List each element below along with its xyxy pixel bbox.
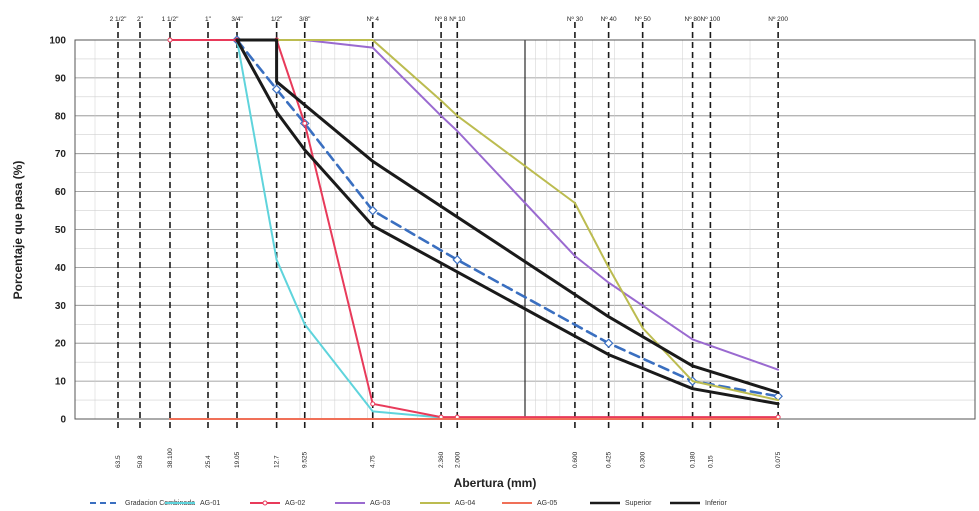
legend-item: AG-05 — [502, 496, 557, 510]
legend-swatch — [335, 499, 365, 507]
y-tick-label: 30 — [55, 301, 67, 312]
legend-label: AG-01 — [200, 499, 221, 507]
series-point — [367, 205, 378, 216]
series-line — [235, 38, 780, 406]
legend-item: AG-04 — [420, 496, 475, 510]
y-tick-label: 70 — [55, 149, 67, 160]
sieve-name-label: 3/4" — [231, 16, 243, 23]
y-axis-title: Porcentaje que pasa (%) — [11, 161, 25, 300]
sieve-name-label: Nº 4 — [366, 16, 379, 23]
series-point — [271, 84, 282, 95]
sieve-size-label: 63.5 — [115, 455, 122, 468]
sieve-size-label: 19.05 — [234, 451, 241, 468]
chart-legend: Gradacion Combinada AG-01 AG-02 AG-03 AG-04 A… — [90, 496, 970, 510]
sieve-size-label: 0.600 — [572, 451, 579, 468]
sieve-size-label: 0.15 — [707, 455, 714, 468]
y-tick-label: 0 — [60, 415, 66, 426]
legend-swatch — [250, 499, 280, 507]
legend-item: Superior — [590, 496, 651, 510]
series-layer — [167, 35, 783, 420]
legend-label: Superior — [625, 499, 652, 507]
sieve-name-label: Nº 40 — [601, 16, 617, 23]
sieve-name-label: Nº 80 — [685, 16, 701, 23]
legend-item: Inferior — [670, 496, 727, 510]
sieve-name-label: 1" — [205, 16, 212, 23]
y-tick-label: 10 — [55, 377, 67, 388]
y-tick-label: 20 — [55, 339, 67, 350]
sieve-size-label: 2.000 — [454, 451, 461, 468]
legend-label: AG-04 — [455, 499, 476, 507]
legend-swatch — [502, 499, 532, 507]
sieve-name-label: Nº 200 — [768, 16, 788, 23]
y-tick-label: 50 — [55, 225, 67, 236]
sieve-size-label: 0.300 — [640, 451, 647, 468]
series-point — [302, 120, 308, 126]
sieve-name-label: Nº 8 — [435, 16, 448, 23]
sieve-size-label: 38.100 — [167, 448, 174, 468]
sieve-name-label: 1/2" — [271, 16, 283, 23]
series-line — [236, 39, 780, 402]
series-point — [167, 37, 173, 43]
sieve-size-label: 0.425 — [606, 451, 613, 468]
sieve-name-label: Nº 30 — [567, 16, 583, 23]
legend-item: AG-03 — [335, 496, 390, 510]
legend-label: Gradacion Combinada — [125, 499, 196, 507]
y-tick-label: 90 — [55, 73, 67, 84]
series-point — [603, 338, 614, 349]
legend-label: AG-03 — [370, 499, 391, 507]
sieve-size-label: 0.075 — [775, 451, 782, 468]
sieve-name-label: Nº 50 — [635, 16, 651, 23]
legend-label: AG-05 — [537, 499, 558, 507]
sieve-name-label: 2 1/2" — [110, 16, 127, 23]
series-point — [452, 254, 463, 265]
sieve-size-label: 9.525 — [302, 451, 309, 468]
y-tick-label: 40 — [55, 263, 67, 274]
legend-item: AG-02 — [250, 496, 305, 510]
series-line — [236, 39, 780, 371]
sieve-name-label: Nº 100 — [701, 16, 721, 23]
legend-label: AG-02 — [285, 499, 306, 507]
sieve-name-label: 3/8" — [299, 16, 311, 23]
legend-swatch — [420, 499, 450, 507]
series-line — [235, 38, 780, 394]
labels-layer: 2 1/2" 63.5 2" 50.8 1 1/2" 38.100 1" 25.4 3/4" 19… — [11, 16, 788, 490]
legend-swatch — [165, 499, 195, 507]
y-tick-label: 60 — [55, 187, 67, 198]
sieve-name-label: 2" — [137, 16, 144, 23]
series-point — [370, 401, 376, 407]
sieve-size-label: 4.75 — [370, 455, 377, 468]
series-line — [235, 38, 780, 398]
legend-item: Gradacion Combinada — [90, 496, 195, 510]
x-axis-title: Abertura (mm) — [454, 476, 537, 490]
legend-swatch — [590, 499, 620, 507]
sieve-size-label: 0.180 — [690, 451, 697, 468]
sieve-size-label: 2.360 — [438, 451, 445, 468]
legend-swatch — [90, 499, 120, 507]
y-tick-label: 100 — [49, 36, 66, 47]
legend-swatch — [670, 499, 700, 507]
sieve-size-label: 50.8 — [137, 455, 144, 468]
legend-label: Inferior — [705, 499, 727, 507]
y-tick-label: 80 — [55, 111, 67, 122]
sieve-size-label: 25.4 — [205, 455, 212, 468]
sieve-name-label: Nº 10 — [449, 16, 465, 23]
sieve-size-label: 12.7 — [274, 455, 281, 468]
axes-layer — [74, 22, 976, 430]
legend-item: AG-01 — [165, 496, 220, 510]
grid-layer — [75, 39, 975, 420]
sieve-name-label: 1 1/2" — [162, 16, 179, 23]
